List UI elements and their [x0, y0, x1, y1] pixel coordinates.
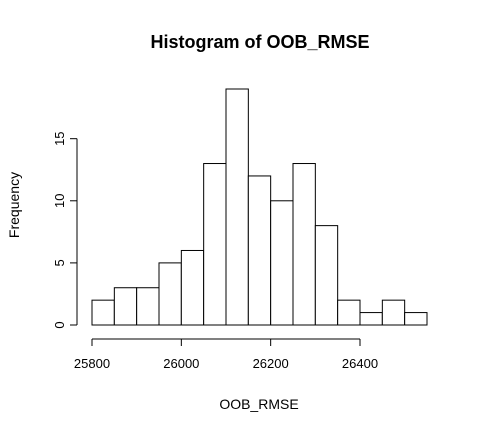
histogram-bar-9 — [270, 200, 294, 326]
histogram-bar-7 — [225, 88, 249, 326]
histogram-bars — [91, 88, 428, 326]
histogram-bar-11 — [314, 225, 339, 326]
y-axis: 0 5 10 15 — [52, 131, 78, 329]
histogram-bar-4 — [158, 262, 182, 326]
histogram-bar-6 — [203, 163, 227, 326]
chart-title: Histogram of OOB_RMSE — [150, 32, 369, 52]
y-axis-tick-label: 10 — [52, 194, 67, 208]
x-axis-label: OOB_RMSE — [219, 396, 298, 412]
histogram-bar-2 — [113, 287, 138, 326]
histogram-bar-14 — [381, 299, 406, 326]
x-axis: 25800 26000 26200 26400 — [74, 338, 378, 371]
y-axis-tick-label: 5 — [52, 259, 67, 266]
histogram-bar-15 — [404, 312, 428, 326]
histogram-bar-10 — [292, 163, 316, 326]
histogram-bar-1 — [91, 299, 115, 326]
x-axis-tick-label: 26400 — [342, 356, 378, 371]
histogram-bar-12 — [337, 299, 361, 326]
y-axis-tick-label: 15 — [52, 131, 67, 145]
x-axis-tick-label: 26000 — [163, 356, 199, 371]
x-axis-tick-label: 25800 — [74, 356, 110, 371]
histogram-bar-3 — [136, 287, 160, 326]
histogram-bar-5 — [180, 249, 205, 326]
x-axis-tick-label: 26200 — [253, 356, 289, 371]
y-axis-tick-label: 0 — [52, 321, 67, 328]
y-axis-label: Frequency — [6, 172, 22, 238]
histogram-bar-8 — [247, 175, 272, 326]
histogram-bar-13 — [359, 312, 383, 326]
